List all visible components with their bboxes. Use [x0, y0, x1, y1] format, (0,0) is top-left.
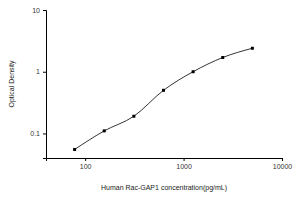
x-axis: 100 1000 10000 [47, 158, 293, 170]
x-tick-mark [184, 158, 185, 161]
y-tick-label: 10 [32, 7, 40, 14]
point [103, 129, 106, 132]
y-axis-title: Optical Density [8, 60, 16, 108]
x-tick-mark [85, 158, 86, 161]
point [221, 56, 224, 59]
marks [73, 47, 254, 151]
y-axis-line [43, 11, 47, 159]
x-axis-title: Human Rac-GAP1 concentration(pg/mL) [101, 184, 227, 192]
x-tick-label: 10000 [273, 163, 293, 170]
point [192, 70, 195, 73]
y-tick-label: 1 [36, 68, 40, 75]
y-tick: 1 [36, 68, 46, 75]
y-axis: 0.1 1 10 [30, 7, 46, 159]
y-tick: 10 [32, 7, 46, 14]
x-tick: 100 [80, 158, 92, 170]
point [251, 47, 254, 50]
point [73, 148, 76, 151]
y-tick: 0.1 [30, 130, 46, 137]
curve [75, 48, 253, 149]
x-tick: 10000 [273, 158, 293, 170]
x-tick-mark [282, 158, 283, 161]
point [132, 115, 135, 118]
x-tick-label: 1000 [176, 163, 192, 170]
y-tick-label: 0.1 [30, 130, 40, 137]
y-tick-mark [43, 133, 46, 134]
x-axis-line [47, 159, 283, 162]
point [162, 89, 165, 92]
x-tick: 1000 [176, 158, 192, 170]
y-tick-mark [43, 10, 46, 11]
plot: 100 1000 10000 0.1 1 10 [30, 7, 292, 170]
chart: 100 1000 10000 0.1 1 10 Human Rac-GAP1 concent… [0, 0, 300, 200]
y-tick-mark [43, 72, 46, 73]
x-tick-label: 100 [80, 163, 92, 170]
